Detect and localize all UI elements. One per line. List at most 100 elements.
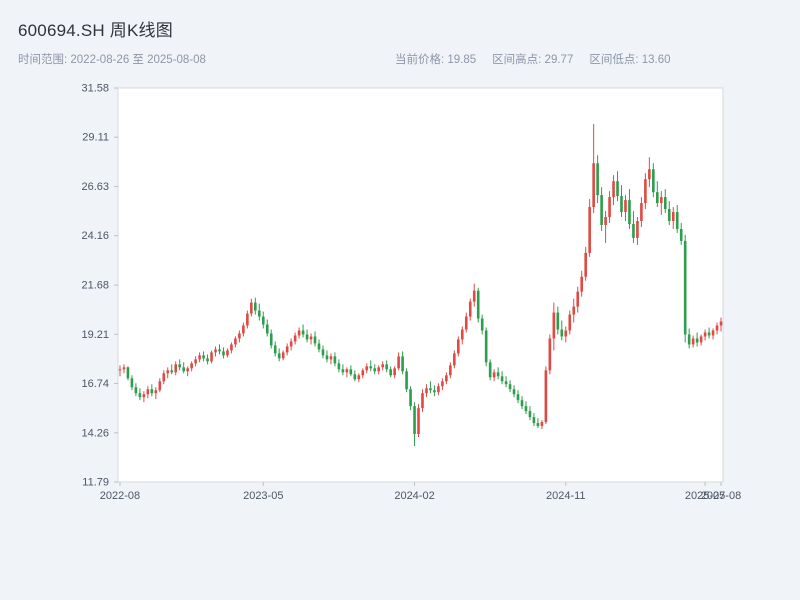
- candle: [520, 396, 524, 410]
- candle: [536, 418, 540, 429]
- candle: [572, 298, 576, 323]
- x-axis-tick-label: 2025-08: [701, 490, 741, 502]
- candle: [325, 350, 329, 363]
- candle: [496, 367, 500, 380]
- x-axis-tick-label: 2025-07: [685, 490, 725, 502]
- candle: [238, 330, 241, 343]
- candle: [667, 201, 671, 225]
- candle: [500, 371, 504, 385]
- candle: [218, 344, 221, 355]
- candle: [564, 326, 568, 343]
- candle: [393, 366, 396, 379]
- candle: [250, 298, 253, 317]
- candle: [679, 222, 683, 245]
- candle: [313, 331, 317, 347]
- candle: [126, 366, 130, 381]
- plot-area: [117, 87, 724, 483]
- x-axis-tick-label: 2022-08: [100, 490, 140, 502]
- candle: [429, 381, 432, 394]
- candle: [644, 173, 647, 210]
- candle: [608, 191, 611, 223]
- candle: [373, 364, 377, 375]
- candle: [584, 246, 587, 281]
- candle: [162, 370, 166, 385]
- candle: [421, 389, 424, 413]
- candle: [484, 327, 488, 367]
- candle: [158, 378, 162, 393]
- candle: [194, 356, 197, 367]
- candle: [206, 354, 209, 365]
- candle: [540, 420, 544, 430]
- candle: [683, 234, 687, 343]
- candle: [620, 185, 623, 218]
- candle: [389, 366, 392, 378]
- candle: [297, 327, 301, 339]
- candle: [441, 378, 444, 391]
- candle: [357, 373, 361, 383]
- candle: [261, 311, 265, 329]
- candle: [397, 352, 400, 371]
- candle: [222, 347, 225, 359]
- candle: [409, 386, 412, 411]
- candle: [703, 329, 707, 341]
- candle: [652, 163, 655, 198]
- candle: [492, 369, 496, 382]
- candle: [293, 332, 297, 345]
- candle: [190, 361, 193, 372]
- candle: [285, 343, 289, 356]
- candle: [154, 387, 158, 400]
- candle: [516, 390, 520, 404]
- candle: [150, 384, 154, 397]
- candle: [612, 175, 615, 206]
- candle: [437, 383, 440, 396]
- candle: [528, 406, 532, 421]
- candle: [687, 328, 691, 349]
- candle: [337, 359, 341, 373]
- candle: [488, 359, 492, 381]
- candle: [321, 345, 325, 359]
- candle: [445, 372, 448, 385]
- candle: [580, 270, 584, 297]
- candle: [548, 334, 552, 375]
- candle: [636, 217, 639, 245]
- candle: [600, 187, 603, 231]
- candle: [695, 332, 699, 347]
- candle: [596, 155, 599, 204]
- y-axis-tick-label: 26.63: [81, 181, 109, 193]
- candle: [504, 376, 508, 388]
- candle: [556, 306, 560, 335]
- candle: [254, 297, 257, 315]
- candle: [349, 365, 353, 377]
- candle: [624, 195, 627, 221]
- candle: [186, 366, 189, 377]
- candle: [246, 310, 249, 329]
- candle: [675, 205, 679, 233]
- candle: [413, 402, 416, 446]
- y-axis-tick-label: 31.58: [81, 83, 109, 95]
- candle: [146, 386, 150, 399]
- candle: [118, 365, 122, 377]
- y-axis-tick-label: 21.68: [81, 280, 109, 292]
- candle: [226, 348, 229, 358]
- candle: [234, 336, 237, 348]
- candle: [281, 350, 285, 361]
- candle: [544, 366, 548, 425]
- candle: [289, 338, 293, 351]
- range-low-label: 区间低点: 13.60: [589, 54, 671, 66]
- candle: [345, 367, 349, 378]
- candle: [242, 322, 245, 337]
- candle: [640, 197, 643, 227]
- y-axis-tick-label: 16.74: [81, 378, 109, 390]
- candle: [361, 368, 365, 379]
- candle: [512, 385, 516, 398]
- candle: [309, 333, 313, 345]
- candle: [174, 361, 178, 376]
- candle: [130, 375, 134, 391]
- candle: [353, 370, 357, 382]
- candle: [691, 335, 695, 348]
- range-high-label: 区间高点: 29.77: [492, 54, 574, 66]
- page-title: 600694.SH 周K线图: [18, 21, 173, 40]
- chart-header: 600694.SH 周K线图 时间范围: 2022-08-26 至 2025-0…: [0, 0, 800, 80]
